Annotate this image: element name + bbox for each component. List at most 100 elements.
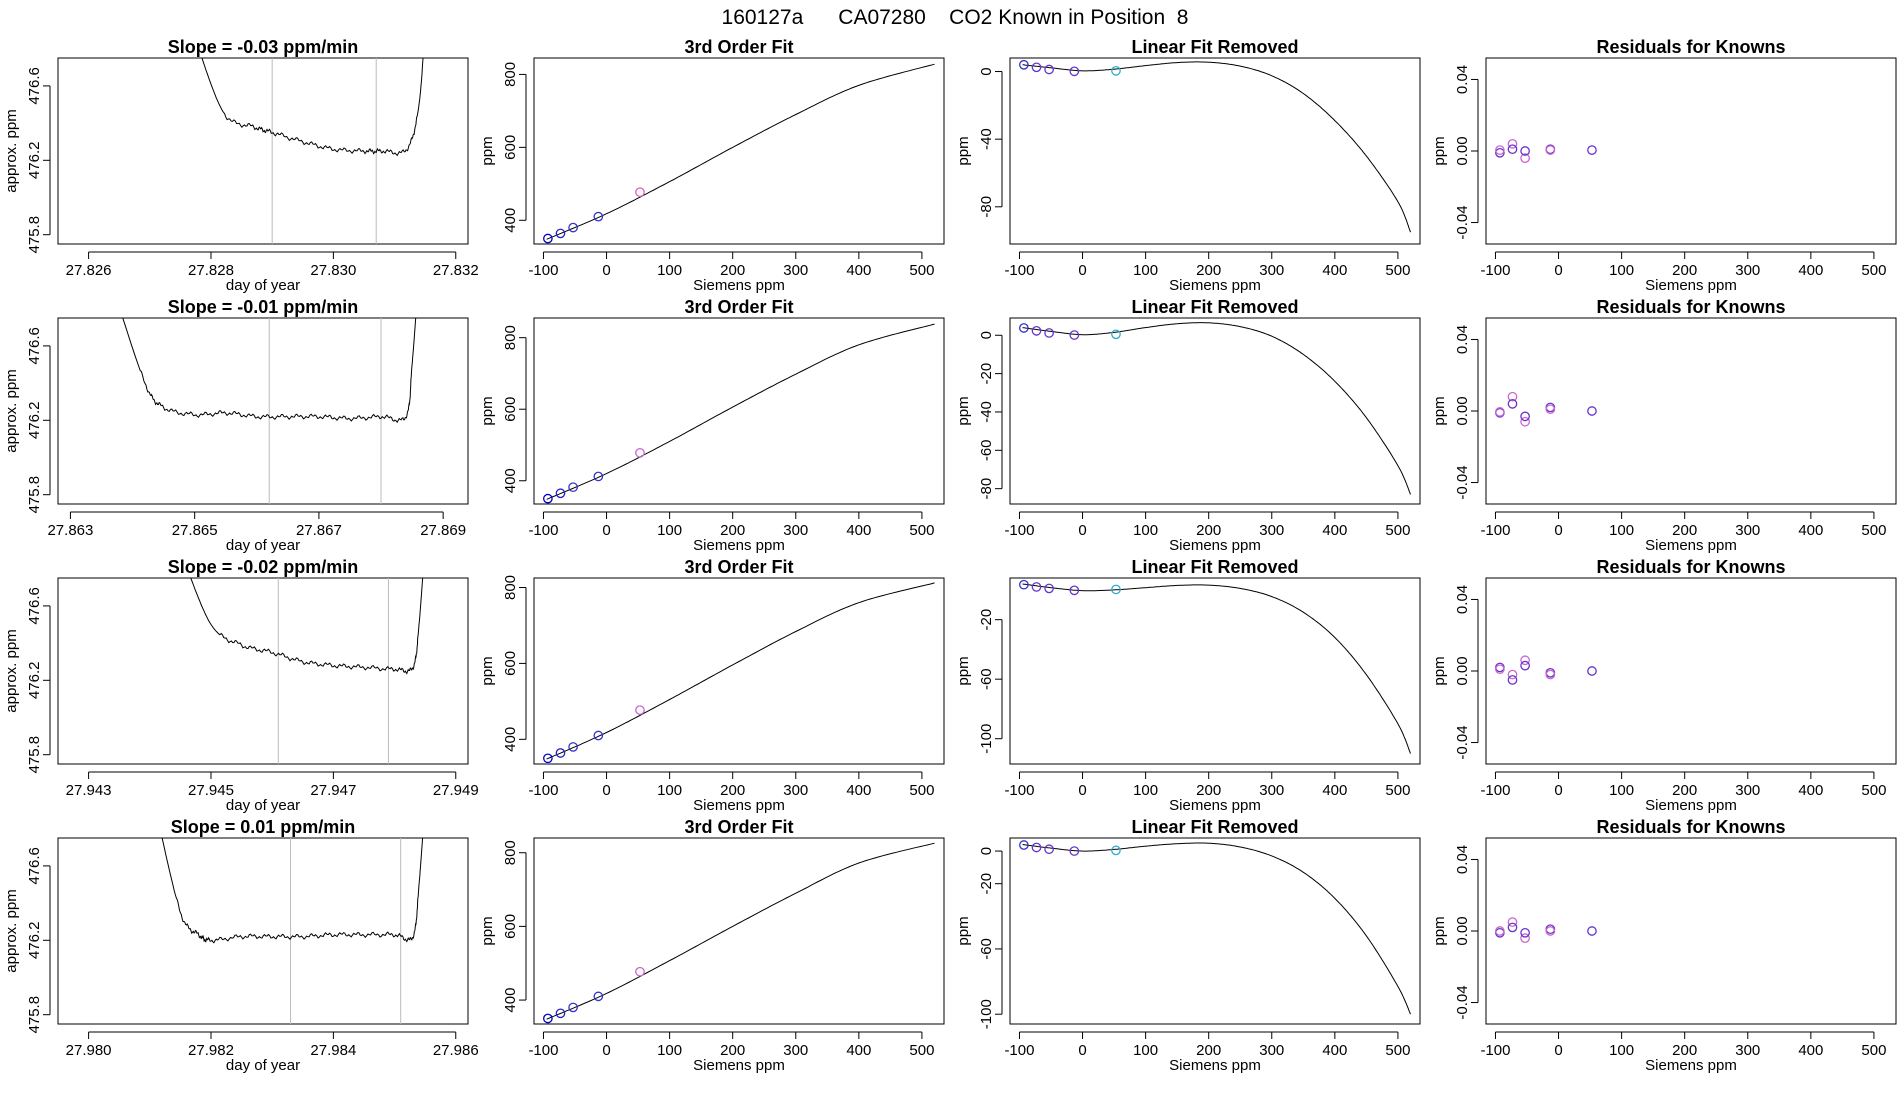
- y-tick-label: -0.04: [1454, 985, 1471, 1019]
- x-tick-label: 27.986: [433, 1042, 479, 1059]
- chart-title: Slope = 0.01 ppm/min: [171, 817, 356, 837]
- x-tick-label: 500: [909, 1042, 934, 1059]
- x-tick-label: 100: [657, 522, 682, 539]
- x-tick-label: 100: [1609, 782, 1634, 799]
- chart-title: 3rd Order Fit: [684, 557, 793, 577]
- y-tick-label: 0.04: [1454, 65, 1471, 94]
- data-point: [1069, 330, 1080, 340]
- y-tick-label: 0: [978, 331, 995, 339]
- x-tick-label: 200: [720, 522, 745, 539]
- y-tick-label: 0: [978, 67, 995, 75]
- chart-title: Residuals for Knowns: [1596, 817, 1785, 837]
- data-point: [1520, 660, 1530, 671]
- data-point: [1587, 666, 1597, 676]
- x-tick-label: 200: [1672, 262, 1697, 279]
- x-tick-label: 200: [720, 262, 745, 279]
- data-point: [1507, 398, 1518, 409]
- data-point: [1111, 329, 1121, 340]
- data-point: [1495, 147, 1505, 158]
- x-tick-label: 500: [909, 782, 934, 799]
- plot-area: [1019, 840, 1411, 1015]
- plot-frame: [1009, 317, 1421, 505]
- x-tick-label: 400: [1322, 522, 1347, 539]
- x-tick-label: 200: [1672, 782, 1697, 799]
- fit-curve: [546, 842, 935, 1020]
- chart-title: Slope = -0.01 ppm/min: [168, 297, 359, 317]
- x-tick-label: 300: [1259, 782, 1284, 799]
- x-tick-label: 400: [1322, 1042, 1347, 1059]
- x-tick-label: 400: [846, 782, 871, 799]
- chart-title: Linear Fit Removed: [1131, 297, 1298, 317]
- chart-panel: Linear Fit Removed -100 0 100 200 300 400 500 Si…: [955, 37, 1421, 294]
- fit-curve: [1022, 322, 1411, 495]
- data-point: [1520, 655, 1530, 666]
- data-point: [1507, 917, 1518, 927]
- x-axis-label: Siemens ppm: [693, 277, 785, 294]
- plot-area: [543, 323, 935, 504]
- plot-area: [1019, 59, 1411, 233]
- series-line: [161, 838, 424, 944]
- y-tick-label: -0.04: [1454, 725, 1471, 759]
- x-tick-label: 300: [1735, 262, 1760, 279]
- x-tick-label: 27.832: [433, 262, 479, 279]
- x-tick-label: 300: [783, 782, 808, 799]
- data-point: [543, 233, 553, 244]
- plot-area: [161, 838, 424, 1024]
- y-tick-label: -20: [978, 609, 995, 631]
- x-tick-label: 27.867: [296, 522, 342, 539]
- y-tick-label: -100: [978, 999, 995, 1029]
- data-point: [543, 1013, 553, 1024]
- plot-frame: [533, 57, 945, 245]
- x-tick-label: -100: [1004, 262, 1034, 279]
- series-line: [201, 58, 424, 157]
- y-tick-label: 476.6: [26, 67, 43, 105]
- x-tick-label: 200: [720, 782, 745, 799]
- chart-panel: Slope = 0.01 ppm/min 27.980 27.982 27.984 27…: [3, 817, 479, 1074]
- data-point: [568, 1002, 578, 1013]
- x-tick-label: 300: [1259, 262, 1284, 279]
- data-point: [1507, 391, 1518, 402]
- x-tick-label: -100: [528, 782, 558, 799]
- x-tick-label: 27.869: [420, 522, 466, 539]
- y-tick-label: -100: [978, 724, 995, 754]
- x-tick-label: 0: [602, 522, 610, 539]
- y-axis-label: ppm: [1431, 656, 1448, 685]
- y-tick-label: 0.00: [1454, 136, 1471, 165]
- x-tick-label: 500: [1861, 262, 1886, 279]
- y-axis-label: ppm: [479, 136, 496, 165]
- x-axis-label: Siemens ppm: [1169, 277, 1261, 294]
- x-tick-label: 27.826: [66, 262, 112, 279]
- x-axis-label: day of year: [226, 277, 300, 294]
- plot-area: [1495, 655, 1597, 685]
- plot-area: [1495, 391, 1597, 427]
- x-tick-label: 0: [1554, 262, 1562, 279]
- x-tick-label: 0: [602, 1042, 610, 1059]
- chart-panel: 3rd Order Fit -100 0 100 200 300 400 500 Siemens…: [479, 817, 945, 1074]
- x-tick-label: -100: [1480, 1042, 1510, 1059]
- chart-panel: 3rd Order Fit -100 0 100 200 300 400 500 Siemens…: [479, 297, 945, 554]
- plot-area: [1495, 138, 1597, 164]
- x-tick-label: 400: [1798, 782, 1823, 799]
- data-point: [1520, 416, 1530, 427]
- x-tick-label: 500: [1861, 1042, 1886, 1059]
- x-axis-label: Siemens ppm: [693, 537, 785, 554]
- plot-frame: [533, 837, 945, 1025]
- data-point: [593, 730, 604, 741]
- x-tick-label: 400: [1322, 782, 1347, 799]
- chart-panel: Linear Fit Removed -100 0 100 200 300 400 500 Si…: [955, 297, 1421, 554]
- y-tick-label: 0.04: [1454, 585, 1471, 614]
- x-tick-label: -100: [1004, 1042, 1034, 1059]
- data-point: [635, 447, 645, 458]
- data-point: [1069, 846, 1080, 856]
- data-point: [555, 488, 566, 499]
- plot-area: [1019, 322, 1411, 495]
- chart-panel: Slope = -0.01 ppm/min 27.863 27.865 27.867 2…: [3, 297, 469, 554]
- x-axis-label: day of year: [226, 1057, 300, 1074]
- data-point: [1545, 404, 1556, 415]
- data-point: [635, 966, 645, 977]
- y-tick-label: 800: [502, 840, 519, 865]
- plot-area: [543, 842, 935, 1024]
- data-point: [1044, 844, 1054, 855]
- data-point: [593, 991, 604, 1002]
